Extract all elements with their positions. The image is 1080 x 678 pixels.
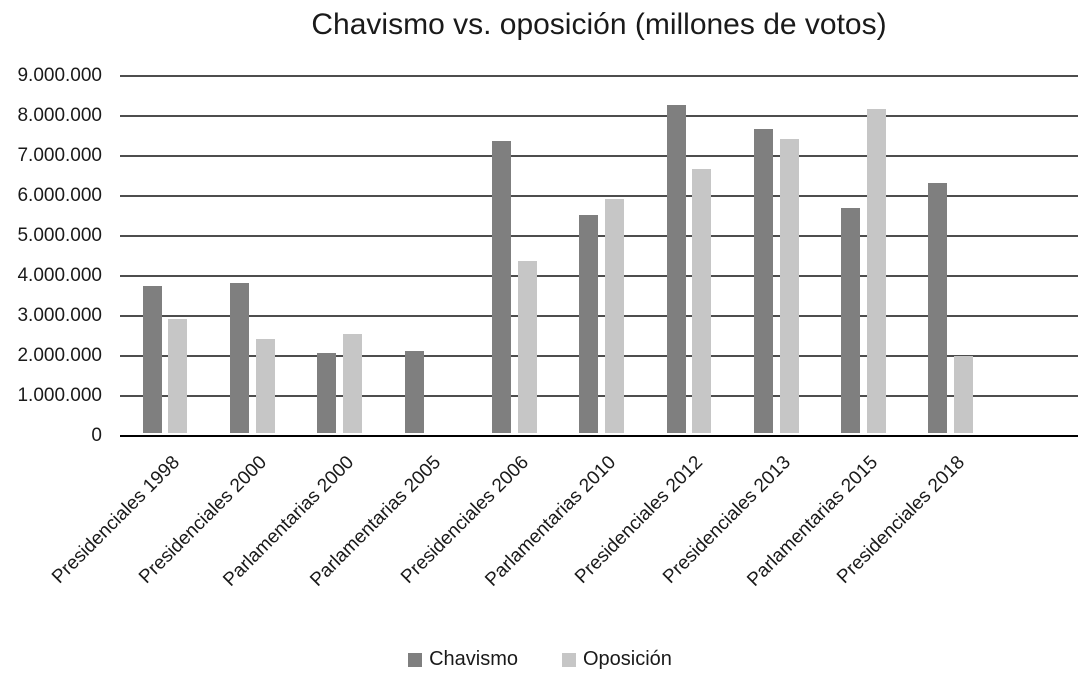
legend-item-chavismo: Chavismo xyxy=(408,648,518,671)
bar-chavismo xyxy=(753,129,773,433)
bar-oposici-n xyxy=(255,338,275,433)
gridline xyxy=(120,195,1078,197)
bar-oposici-n xyxy=(343,334,362,433)
gridline xyxy=(120,155,1078,157)
y-tick-label: 6.000.000 xyxy=(17,185,102,206)
bar-chavismo xyxy=(230,282,249,433)
bar-chavismo xyxy=(666,105,686,433)
y-tick-label: 8.000.000 xyxy=(17,105,102,126)
gridline xyxy=(120,235,1078,237)
gridline xyxy=(120,115,1078,117)
plot-area xyxy=(120,75,1078,437)
y-tick-label: 5.000.000 xyxy=(17,225,102,246)
gridline xyxy=(120,355,1078,357)
bar-oposici-n xyxy=(954,355,974,433)
bar-oposici-n xyxy=(779,138,799,433)
gridline xyxy=(120,75,1078,77)
bar-oposici-n xyxy=(866,109,886,433)
bar-chavismo xyxy=(404,351,424,433)
legend-label-chavismo: Chavismo xyxy=(429,648,518,670)
bar-chavismo xyxy=(142,286,162,433)
x-axis-baseline xyxy=(120,435,1078,437)
bar-oposici-n xyxy=(604,198,624,433)
y-tick-label: 0 xyxy=(91,425,102,446)
y-tick-label: 2.000.000 xyxy=(17,345,102,366)
bar-chavismo xyxy=(579,215,599,433)
chart-title: Chavismo vs. oposición (millones de voto… xyxy=(311,8,887,41)
legend-label-oposici-n: Oposición xyxy=(582,648,672,670)
legend: Chavismo Oposición xyxy=(0,648,1080,671)
bar-chavismo xyxy=(841,208,861,433)
legend-swatch-oposici-n xyxy=(561,652,576,667)
y-tick-label: 7.000.000 xyxy=(17,145,102,166)
bar-oposici-n xyxy=(168,318,188,433)
bar-chavismo xyxy=(491,140,511,433)
y-tick-label: 3.000.000 xyxy=(17,305,102,326)
legend-item-oposici-n: Oposición xyxy=(561,648,672,671)
legend-swatch-chavismo xyxy=(408,652,423,667)
gridline xyxy=(120,275,1078,277)
y-tick-label: 9.000.000 xyxy=(17,65,102,86)
gridline xyxy=(120,395,1078,397)
bar-oposici-n xyxy=(517,261,537,433)
bar-oposici-n xyxy=(692,169,712,433)
bar-chavismo xyxy=(928,183,948,433)
gridline xyxy=(120,315,1078,317)
y-tick-label: 1.000.000 xyxy=(17,385,102,406)
y-tick-label: 4.000.000 xyxy=(17,265,102,286)
bar-chavismo xyxy=(317,353,337,433)
